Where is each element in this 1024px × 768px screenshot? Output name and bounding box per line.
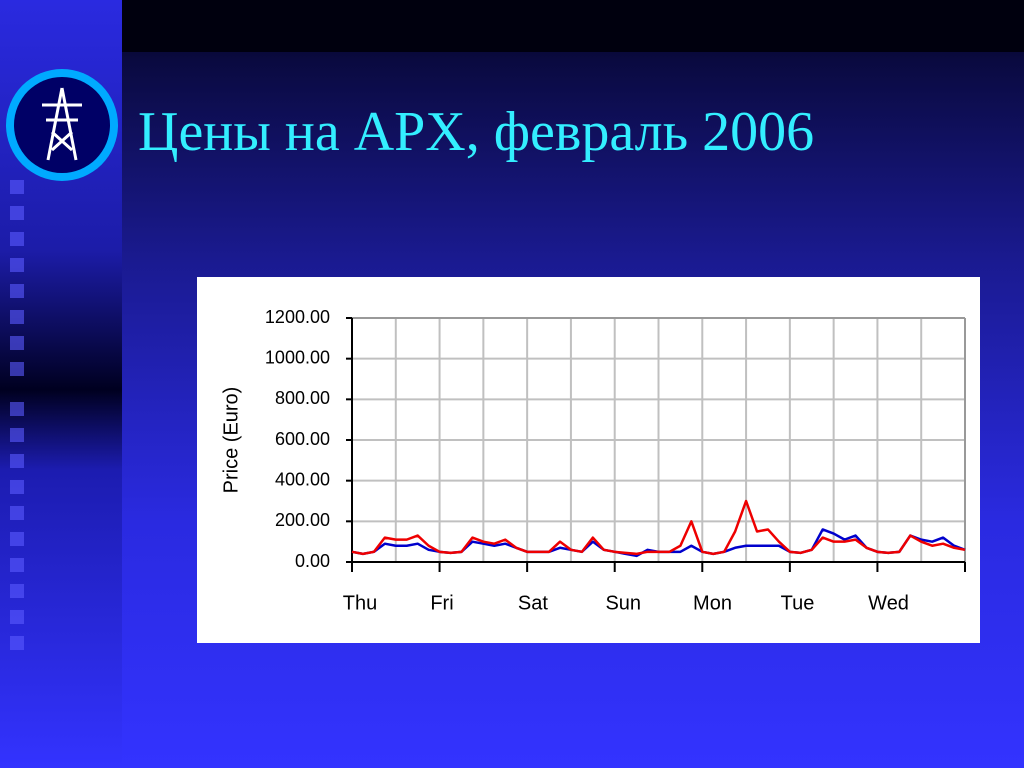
y-tick-label: 1000.00 <box>265 347 330 367</box>
decor <box>6 69 118 650</box>
series-line <box>351 499 966 556</box>
y-tick-label: 600.00 <box>275 429 330 449</box>
y-tick-label: 200.00 <box>275 510 330 530</box>
x-tick-label: Mon <box>693 592 732 614</box>
x-tick-label: Sun <box>605 592 641 614</box>
y-tick-label: 0.00 <box>295 551 330 571</box>
top-band <box>122 0 1024 52</box>
y-tick-label: 400.00 <box>275 469 330 489</box>
x-tick-label: Thu <box>343 592 377 614</box>
y-axis-label: Price (Euro) <box>220 387 242 494</box>
title: Цены на APX, февраль 2006 <box>138 101 815 163</box>
x-tick-label: Tue <box>781 592 815 614</box>
y-tick-label: 800.00 <box>275 388 330 408</box>
y-tick-label: 1200.00 <box>265 307 330 327</box>
x-tick-label: Wed <box>868 592 909 614</box>
x-tick-label: Fri <box>430 592 453 614</box>
x-tick-label: Sat <box>518 592 548 614</box>
chart: Price (Euro) 0.00 200.00 400.00 600.00 800.0… <box>197 277 980 643</box>
